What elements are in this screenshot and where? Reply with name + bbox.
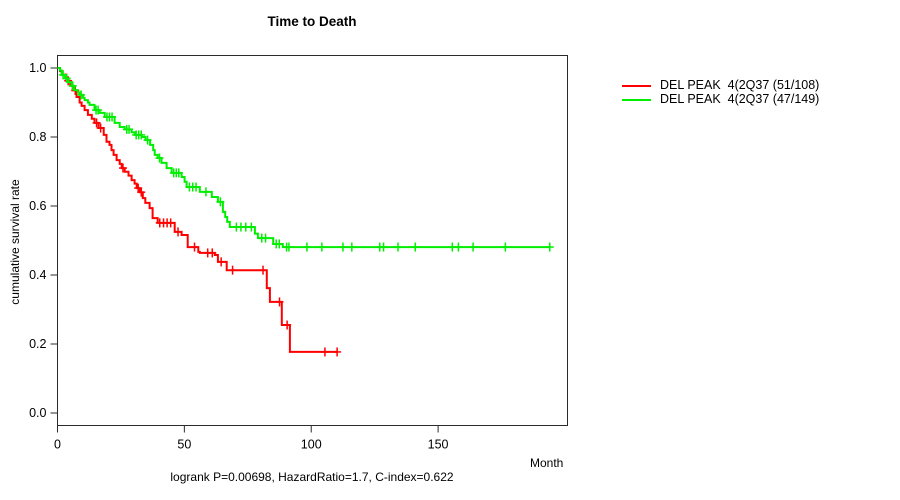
svg-text:0.2: 0.2 xyxy=(29,337,46,351)
footer-stats: logrank P=0.00698, HazardRatio=1.7, C-in… xyxy=(170,470,454,484)
svg-text:0: 0 xyxy=(54,438,61,452)
svg-text:0.0: 0.0 xyxy=(29,406,46,420)
legend-label-green: DEL PEAK 4(2Q37 (47/149) xyxy=(660,92,820,106)
svg-text:0.6: 0.6 xyxy=(29,199,46,213)
svg-text:1.0: 1.0 xyxy=(29,61,46,75)
legend-item-red: DEL PEAK 4(2Q37 (51/108) xyxy=(622,79,819,92)
plot-title: Time to Death xyxy=(267,14,357,29)
x-axis-label: Month xyxy=(530,456,564,470)
y-axis-ticks: 0.0 0.2 0.4 0.6 0.8 1.0 xyxy=(29,61,58,420)
svg-text:150: 150 xyxy=(428,438,449,452)
svg-text:100: 100 xyxy=(301,438,322,452)
red-line-swatch xyxy=(622,84,651,87)
km-curve-1 xyxy=(57,67,551,249)
censor-marks-1 xyxy=(59,70,554,252)
censor-marks-0 xyxy=(64,76,342,357)
plot-box xyxy=(57,55,568,426)
legend-item-green: DEL PEAK 4(2Q37 (47/149) xyxy=(622,93,819,106)
svg-text:0.4: 0.4 xyxy=(29,268,46,282)
legend: DEL PEAK 4(2Q37 (51/108) DEL PEAK 4(2Q37… xyxy=(622,79,819,106)
legend-label-red: DEL PEAK 4(2Q37 (51/108) xyxy=(660,78,820,92)
x-axis-ticks: 0 50 100 150 xyxy=(54,425,449,452)
km-curve-0 xyxy=(57,67,338,353)
svg-text:50: 50 xyxy=(177,438,191,452)
svg-text:0.8: 0.8 xyxy=(29,130,46,144)
green-line-swatch xyxy=(622,98,651,101)
